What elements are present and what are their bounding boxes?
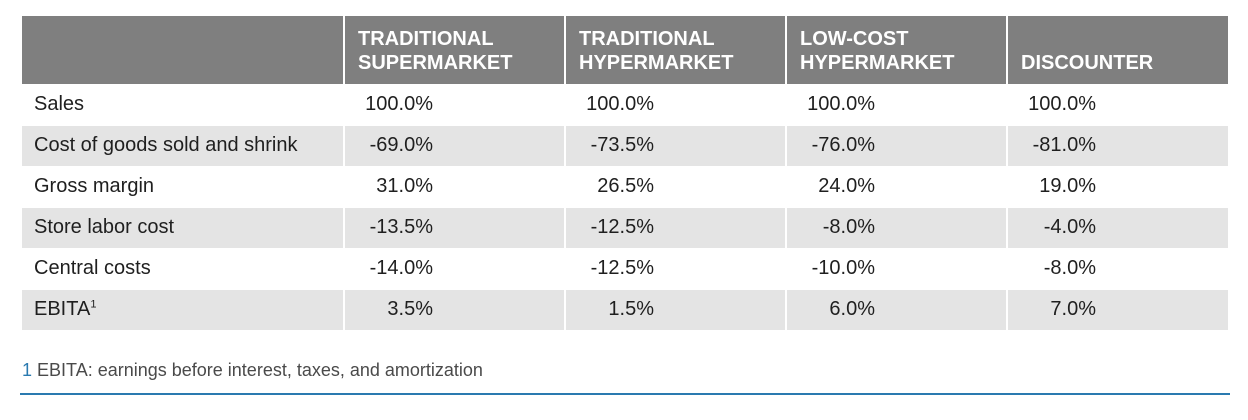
row-label: Central costs	[22, 247, 345, 289]
table-cell: 100.0%	[807, 93, 875, 115]
table-cell: 19.0%	[1039, 175, 1096, 197]
table-cell: -69.0%	[369, 134, 433, 156]
bottom-rule	[20, 393, 1230, 395]
row-label: Cost of goods sold and shrink	[22, 124, 345, 166]
row-label: EBITA	[34, 298, 91, 321]
table-cell: -12.5%	[590, 216, 654, 238]
table-cell: -4.0%	[1043, 216, 1096, 238]
cost-structure-table-container: TRADITIONAL SUPERMARKET TRADITIONAL HYPE…	[22, 16, 1228, 330]
footnote-mark: 1	[22, 360, 33, 380]
header-line: DISCOUNTER	[1021, 51, 1154, 74]
footnote-ref: 1	[90, 298, 97, 311]
row-label: Gross margin	[22, 165, 345, 207]
header-line: LOW-COST	[800, 27, 909, 50]
table-row: Gross margin 31.0% 26.5% 24.0% 19.0%	[22, 165, 1228, 207]
table-cell: 100.0%	[365, 93, 433, 115]
table-cell: 6.0%	[829, 298, 875, 321]
footnote-text: EBITA: earnings before interest, taxes, …	[37, 360, 483, 380]
row-label: Sales	[22, 83, 345, 125]
table-cell: 24.0%	[818, 175, 875, 197]
table-row: Cost of goods sold and shrink -69.0% -73…	[22, 124, 1228, 166]
table-cell: -8.0%	[822, 216, 875, 238]
row-label: Store labor cost	[22, 206, 345, 248]
header-line: SUPERMARKET	[358, 51, 513, 74]
row-label-ebita: EBITA1	[22, 288, 345, 330]
header-empty	[22, 16, 345, 84]
table-cell: -76.0%	[811, 134, 875, 156]
table-cell: -10.0%	[811, 257, 875, 279]
table-cell: 7.0%	[1050, 298, 1096, 321]
header-traditional-hypermarket: TRADITIONAL HYPERMARKET	[565, 16, 787, 84]
header-discounter: DISCOUNTER	[1007, 16, 1228, 84]
header-line: HYPERMARKET	[800, 51, 955, 74]
table-cell: 100.0%	[1028, 93, 1096, 115]
header-row: TRADITIONAL SUPERMARKET TRADITIONAL HYPE…	[22, 16, 1228, 84]
table-row: EBITA1 3.5% 1.5% 6.0% 7.0%	[22, 288, 1228, 330]
table-cell: 26.5%	[597, 175, 654, 197]
table-cell: 31.0%	[376, 175, 433, 197]
table-cell: -13.5%	[369, 216, 433, 238]
table-row: Sales 100.0% 100.0% 100.0% 100.0%	[22, 83, 1228, 125]
table-cell: -73.5%	[590, 134, 654, 156]
header-low-cost-hypermarket: LOW-COST HYPERMARKET	[786, 16, 1008, 84]
table-cell: -8.0%	[1043, 257, 1096, 279]
table-cell: 100.0%	[586, 93, 654, 115]
table-row: Store labor cost -13.5% -12.5% -8.0% -4.…	[22, 206, 1228, 248]
table-cell: 1.5%	[608, 298, 654, 321]
header-line: TRADITIONAL	[358, 27, 494, 50]
table-cell: -81.0%	[1032, 134, 1096, 156]
table-row: Central costs -14.0% -12.5% -10.0% -8.0%	[22, 247, 1228, 289]
cost-structure-table: TRADITIONAL SUPERMARKET TRADITIONAL HYPE…	[22, 16, 1228, 330]
table-cell: 3.5%	[387, 298, 433, 321]
table-cell: -14.0%	[369, 257, 433, 279]
header-line: HYPERMARKET	[579, 51, 734, 74]
footnote: 1 EBITA: earnings before interest, taxes…	[22, 360, 483, 381]
header-line: TRADITIONAL	[579, 27, 715, 50]
header-traditional-supermarket: TRADITIONAL SUPERMARKET	[344, 16, 566, 84]
table-cell: -12.5%	[590, 257, 654, 279]
